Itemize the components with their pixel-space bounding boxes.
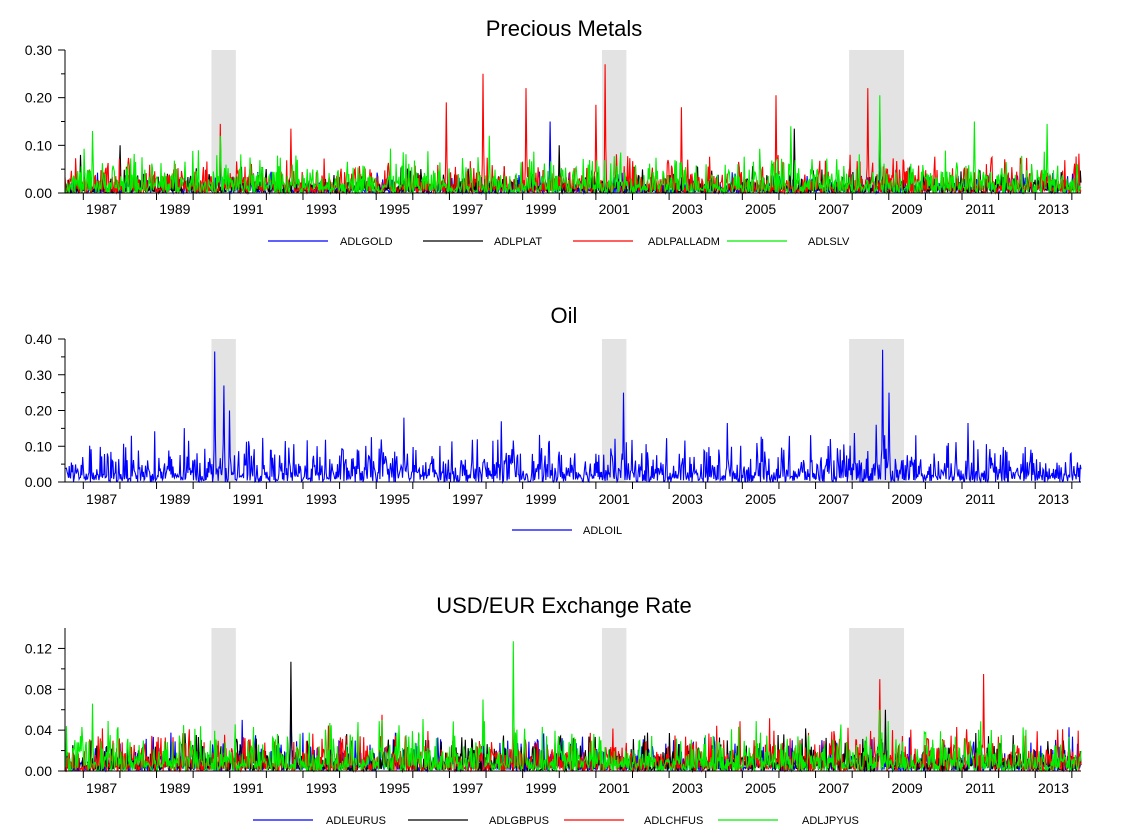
y-tick-label: 0.04: [25, 722, 52, 738]
x-tick-label: 1999: [525, 780, 556, 796]
x-tick-label: 2011: [965, 780, 995, 796]
series-line-adloil: [65, 349, 1082, 485]
x-tick-label: 2001: [599, 780, 630, 796]
legend-label-adlpalladm: ADLPALLADM: [648, 236, 720, 248]
y-tick-label: 0.00: [25, 474, 52, 490]
y-tick-label: 0.08: [25, 681, 52, 697]
x-tick-label: 1995: [379, 780, 410, 796]
x-tick-label: 1989: [159, 491, 190, 507]
y-tick-label: 0.40: [25, 331, 52, 347]
x-tick-label: 2013: [1038, 491, 1069, 507]
y-tick-label: 0.30: [25, 42, 52, 58]
y-tick-label: 0.20: [25, 403, 52, 419]
x-tick-label: 1993: [306, 201, 337, 217]
y-tick-label: 0.10: [25, 438, 52, 454]
x-tick-label: 1989: [159, 780, 190, 796]
x-tick-label: 2011: [965, 491, 995, 507]
x-tick-label: 2013: [1038, 201, 1069, 217]
shaded-period-3: [849, 50, 905, 193]
legend-label-adlslv: ADLSLV: [808, 236, 850, 248]
x-tick-label: 2011: [965, 201, 995, 217]
x-tick-label: 2005: [745, 201, 776, 217]
x-tick-label: 2009: [892, 491, 923, 507]
chart-title: Precious Metals: [486, 16, 643, 41]
legend-label-adlgbpus: ADLGBPUS: [489, 815, 549, 827]
chart-panel-1: Precious Metals 0.00 0.10 0.20 0.30 1987 1989 1…: [25, 16, 1082, 248]
chart-title: Oil: [551, 303, 578, 328]
x-tick-label: 1999: [525, 491, 556, 507]
x-tick-label: 2009: [892, 780, 923, 796]
legend-label-adlplat: ADLPLAT: [494, 236, 542, 248]
x-tick-label: 2007: [818, 780, 849, 796]
x-tick-label: 1991: [232, 780, 263, 796]
legend-label-adlchfus: ADLCHFUS: [644, 815, 703, 827]
legend-label-adloil: ADLOIL: [583, 525, 622, 537]
series-line-adlslv: [64, 95, 1082, 195]
chart-panel-2: Oil 0.00 0.10 0.20 0.30 0.40 1987 1989 1991 1993 1…: [25, 303, 1082, 537]
y-tick-label: 0.12: [25, 640, 52, 656]
x-tick-label: 2007: [818, 491, 849, 507]
x-tick-label: 2001: [599, 491, 630, 507]
x-tick-label: 1993: [306, 780, 337, 796]
series-line-adljpyus: [64, 641, 1082, 773]
legend-label-adlgold: ADLGOLD: [340, 236, 393, 248]
y-tick-label: 0.00: [25, 763, 52, 779]
y-tick-label: 0.00: [25, 185, 52, 201]
y-tick-label: 0.30: [25, 367, 52, 383]
x-tick-label: 1987: [86, 491, 117, 507]
legend-label-adleurus: ADLEURUS: [326, 815, 386, 827]
x-tick-label: 1997: [452, 780, 483, 796]
x-tick-label: 2001: [599, 201, 630, 217]
x-tick-label: 1993: [306, 491, 337, 507]
x-tick-label: 2007: [818, 201, 849, 217]
chart-title: USD/EUR Exchange Rate: [436, 593, 692, 618]
y-tick-label: 0.20: [25, 90, 52, 106]
shaded-period-1: [211, 50, 236, 193]
shaded-period-2: [601, 628, 627, 771]
chart-panel-3: USD/EUR Exchange Rate 0.00 0.04 0.08 0.12 198…: [25, 593, 1082, 827]
x-tick-label: 2013: [1038, 780, 1069, 796]
legend-label-adljpyus: ADLJPYUS: [802, 815, 859, 827]
x-tick-label: 1995: [379, 491, 410, 507]
x-tick-label: 1999: [525, 201, 556, 217]
x-tick-label: 1991: [232, 201, 263, 217]
x-tick-label: 1995: [379, 201, 410, 217]
x-tick-label: 2003: [672, 491, 703, 507]
x-tick-label: 2005: [745, 780, 776, 796]
x-tick-label: 2003: [672, 201, 703, 217]
x-tick-label: 2005: [745, 491, 776, 507]
x-tick-label: 2003: [672, 780, 703, 796]
x-tick-label: 1997: [452, 201, 483, 217]
x-tick-label: 1991: [232, 491, 263, 507]
x-tick-label: 1987: [86, 201, 117, 217]
y-tick-label: 0.10: [25, 137, 52, 153]
x-tick-label: 2009: [892, 201, 923, 217]
x-tick-label: 1987: [86, 780, 117, 796]
x-tick-label: 1989: [159, 201, 190, 217]
series-line-adlpalladm: [64, 64, 1082, 195]
x-tick-label: 1997: [452, 491, 483, 507]
